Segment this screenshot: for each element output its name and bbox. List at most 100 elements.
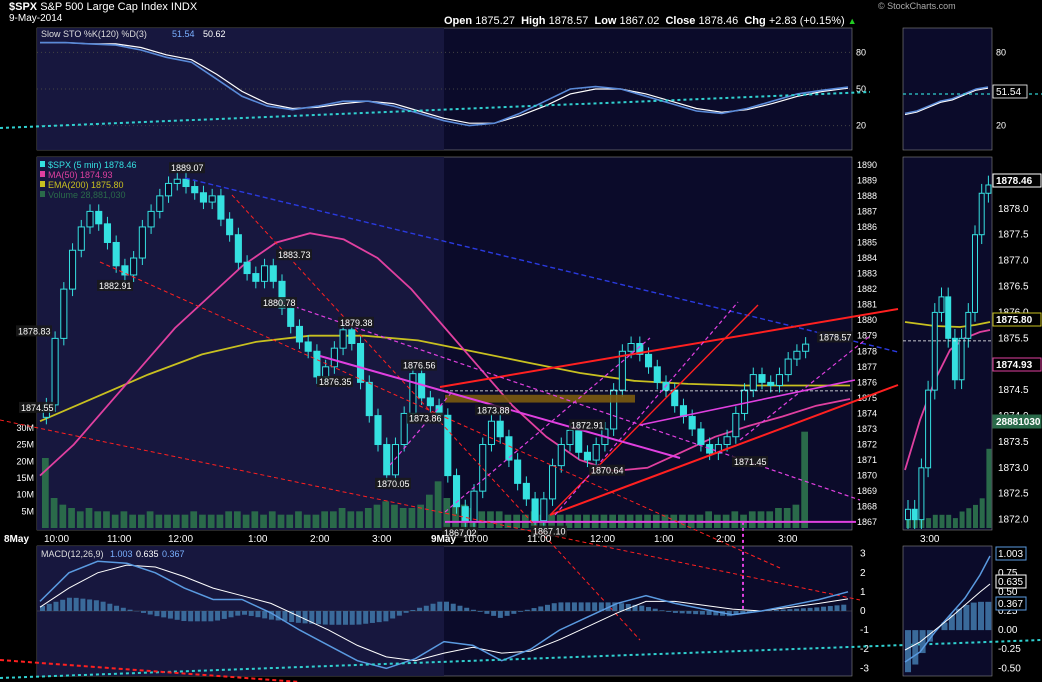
close-value: 1878.46 — [698, 15, 739, 27]
candle-body — [583, 451, 592, 461]
price-annotation-box — [16, 325, 52, 337]
candle-body — [540, 498, 548, 522]
ma50-line — [39, 232, 851, 477]
candle-body — [138, 226, 146, 259]
zoom-price-tick-label: 1873.5 — [998, 437, 1029, 448]
macd-histogram-bar — [188, 611, 194, 622]
volume-bar — [242, 514, 250, 528]
x-tick-label-day1: 2:00 — [310, 534, 330, 545]
price-annotation-box — [401, 359, 437, 371]
x-tick-label-day1: 8May — [4, 534, 29, 545]
macd-histogram-bar — [747, 611, 752, 613]
price-tick-label: 1883 — [857, 269, 877, 279]
sto-k-line — [40, 41, 849, 127]
volume-bar — [129, 514, 136, 528]
zoom-ma50-line — [904, 329, 991, 471]
candle-body — [767, 381, 775, 386]
zoom-macd-histogram-bar — [963, 604, 970, 631]
volume-bar — [251, 511, 259, 528]
macd-tick-label: -2 — [860, 644, 869, 655]
price-tick-label: 1874 — [857, 408, 877, 418]
candle-body — [688, 416, 696, 430]
macd-histogram-bar — [430, 603, 436, 611]
low-label: Low — [594, 15, 617, 27]
zoom-candle-body — [945, 296, 952, 339]
macd-histogram-bar — [632, 604, 638, 611]
price-tick-label: 1878 — [857, 346, 877, 356]
zoom-price-tag-box — [992, 312, 1042, 327]
volume-tick-label: 15M — [16, 473, 34, 483]
price-tick-label: 1885 — [857, 237, 877, 247]
candle-body — [260, 265, 269, 282]
macd-histogram-bar — [585, 602, 591, 611]
channel-magenta-solid-2 — [639, 379, 856, 426]
zoom-macd-tick-label: 0.50 — [998, 587, 1018, 598]
zoom-macd-line — [904, 555, 991, 663]
volume-bar — [417, 504, 424, 528]
volume-bar — [426, 494, 433, 528]
zoom-price-tag: 28881030 — [996, 417, 1041, 428]
price-annotation-box — [569, 419, 605, 431]
zoom-macd-tag: 1.003 — [998, 549, 1023, 560]
macd-histogram-bar — [477, 611, 483, 612]
volume-bar — [190, 511, 198, 528]
candle-body — [426, 397, 434, 407]
macd-histogram-bar — [646, 607, 651, 611]
zoom-macd-tick-label: 0.25 — [998, 606, 1018, 617]
price-tick-label: 1868 — [857, 502, 877, 512]
candle-body — [802, 343, 810, 352]
volume-tick-label: 30M — [16, 423, 34, 433]
zoom-macd-histogram-bar — [926, 630, 933, 642]
price-tick-label: 1877 — [857, 362, 877, 372]
macd-histogram-bar — [841, 604, 847, 611]
candle-body — [269, 265, 277, 282]
macd-histogram-bar — [417, 607, 423, 611]
macd-histogram-bar — [612, 602, 618, 611]
x-tick-label-day1: 10:00 — [44, 534, 69, 545]
macd-histogram-bar — [141, 611, 146, 613]
macd-histogram-bar — [740, 611, 746, 614]
price-tick-label: 1884 — [857, 253, 877, 263]
sto-legend-d: 50.62 — [203, 29, 226, 39]
price-annotation: 1882.91 — [99, 281, 132, 291]
price-annotation: 1870.64 — [591, 466, 624, 476]
price-tick-label: 1881 — [857, 300, 877, 310]
candle-body — [51, 337, 59, 406]
candle-body — [610, 389, 618, 430]
candle-body — [452, 475, 461, 508]
price-tick-label: 1870 — [857, 471, 877, 481]
volume-bar — [356, 511, 363, 528]
volume-bar — [111, 514, 119, 528]
zoom-candle-body — [958, 337, 965, 381]
macd-histogram-bar — [619, 603, 625, 611]
price-annotation: 1878.57 — [819, 332, 852, 342]
macd-histogram-bar — [60, 599, 66, 611]
zoom-macd-histogram-bar — [956, 608, 963, 631]
price-tick-label: 1876 — [857, 377, 877, 387]
price-shaded-day — [37, 157, 444, 530]
low-value: 1867.02 — [619, 15, 660, 27]
volume-tick-label: 20M — [16, 456, 34, 466]
macd-histogram-bar — [780, 609, 786, 611]
downtrend-line-blue — [184, 177, 899, 353]
price-annotation: 1867.02 — [444, 528, 477, 538]
macd-histogram-bar — [73, 597, 79, 611]
macd-histogram-bar — [80, 598, 86, 611]
macd-histogram-bar — [821, 606, 827, 611]
price-tick-label: 1872 — [857, 440, 877, 450]
price-tick-label: 1869 — [857, 486, 877, 496]
price-tick-label: 1886 — [857, 222, 877, 232]
zoom-candle-body — [931, 311, 938, 391]
zoom-candle-body — [925, 389, 932, 469]
macd-histogram-bar — [66, 597, 72, 611]
macd-histogram-bar — [733, 611, 739, 615]
sto-zoom-tick-label: 20 — [996, 121, 1006, 131]
macd-histogram-bar — [302, 611, 308, 624]
macd-histogram-bar — [295, 611, 301, 623]
zoom-macd-histogram-bar — [948, 614, 955, 631]
macd-histogram-bar — [693, 611, 699, 615]
volume-bar — [295, 511, 302, 528]
zoom-price-tick-label: 1872.5 — [998, 489, 1029, 500]
sto-tick-label: 20 — [856, 121, 866, 131]
stockcharts-credit: © StockCharts.com — [878, 1, 956, 11]
